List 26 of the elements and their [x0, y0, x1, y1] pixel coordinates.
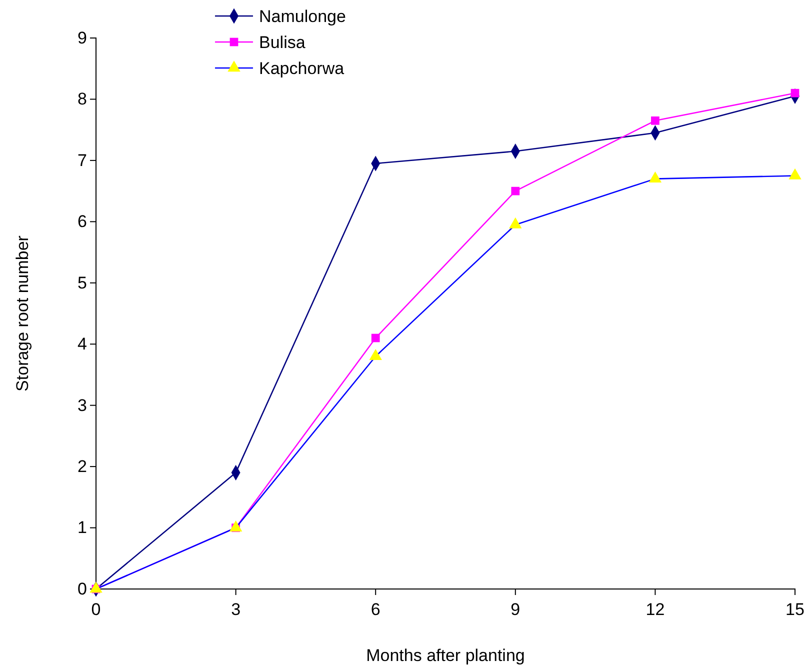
x-tick-label: 3 — [231, 600, 241, 619]
x-tick-label: 0 — [91, 600, 101, 619]
x-tick-label: 12 — [646, 600, 665, 619]
y-tick-label: 0 — [78, 579, 87, 598]
legend-label: Bulisa — [259, 33, 306, 52]
y-tick-label: 4 — [78, 334, 87, 354]
y-tick-label: 2 — [78, 456, 87, 476]
x-tick-label: 15 — [786, 600, 804, 619]
x-tick-label: 9 — [510, 600, 520, 619]
y-axis-title: Storage root number — [13, 235, 32, 392]
x-tick-label: 6 — [370, 600, 380, 619]
point — [371, 334, 380, 342]
y-tick-label: 6 — [78, 212, 87, 232]
x-axis-title: Months after planting — [366, 646, 525, 665]
legend-label: Kapchorwa — [259, 59, 345, 78]
y-tick-label: 8 — [78, 90, 87, 109]
y-tick-label: 5 — [78, 273, 87, 292]
y-tick-label: 9 — [78, 28, 87, 48]
point — [511, 186, 520, 196]
y-tick-label: 3 — [78, 396, 87, 415]
legend-label: Namulonge — [259, 7, 346, 26]
point — [651, 116, 660, 125]
point — [790, 88, 800, 98]
point — [369, 349, 382, 360]
y-tick-label: 1 — [78, 518, 87, 538]
y-tick-label: 7 — [78, 150, 87, 170]
